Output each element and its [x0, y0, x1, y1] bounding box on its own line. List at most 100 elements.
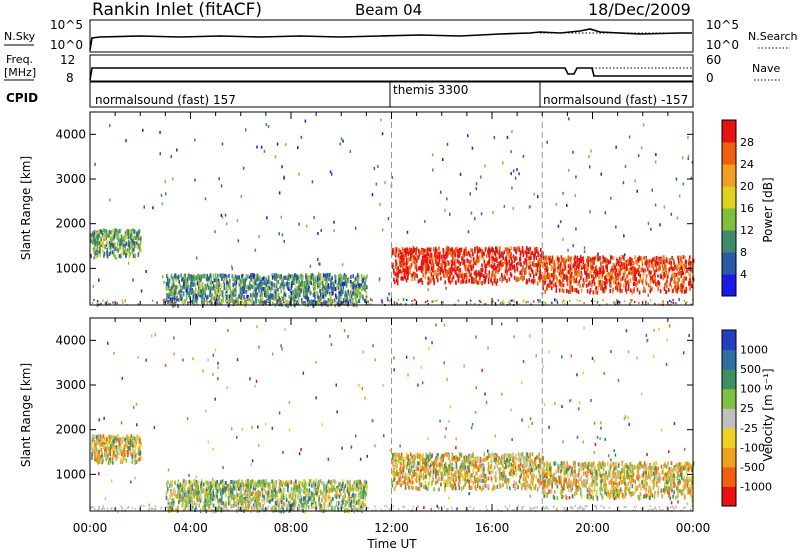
- power-echo-cell: [101, 230, 103, 235]
- power-echo-cell: [326, 281, 329, 286]
- vel-echo-cell: [310, 505, 313, 509]
- power-echo-cell: [492, 256, 495, 261]
- power-echo-cell: [468, 263, 471, 268]
- power-echo-cell: [430, 272, 433, 277]
- vel-echo-cell: [315, 478, 318, 483]
- power-echo-cell: [495, 246, 497, 251]
- power-ground-cell: [109, 303, 111, 306]
- power-echo-cell: [510, 262, 512, 267]
- vel-echo-cell: [97, 434, 99, 439]
- vel-echo-cell: [201, 479, 203, 484]
- power-echo-cell: [365, 295, 368, 300]
- power-echo-cell: [96, 231, 98, 236]
- power-echo-cell: [238, 294, 240, 299]
- vel-scatter-cell: [646, 494, 648, 497]
- power-echo-cell: [474, 246, 476, 251]
- power-echo-cell: [603, 258, 605, 263]
- power-echo-cell: [245, 274, 248, 279]
- vel-echo-cell: [247, 499, 249, 503]
- power-echo-cell: [582, 283, 584, 288]
- power-ground-cell: [105, 301, 108, 304]
- power-ground-cell: [297, 299, 300, 302]
- power-echo-cell: [423, 248, 426, 253]
- power-echo-cell: [596, 290, 599, 295]
- power-echo-cell: [649, 259, 651, 264]
- power-scatter-cell: [687, 157, 689, 160]
- vel-echo-cell: [118, 442, 121, 447]
- vel-scatter-cell: [250, 463, 253, 467]
- vel-echo-cell: [269, 482, 271, 486]
- power-echo-cell: [508, 277, 511, 282]
- power-echo-cell: [273, 273, 276, 278]
- vel-scatter-cell: [449, 405, 452, 409]
- power-echo-cell: [204, 285, 207, 290]
- power-scatter-cell: [427, 288, 429, 292]
- power-echo-cell: [536, 249, 538, 254]
- power-echo-cell: [528, 271, 530, 276]
- vel-echo-cell: [113, 445, 116, 450]
- vel-echo-cell: [188, 486, 190, 491]
- vel-echo-cell: [241, 494, 244, 499]
- power-echo-cell: [393, 268, 395, 273]
- power-scatter-cell: [317, 231, 319, 235]
- power-echo-cell: [665, 258, 668, 263]
- power-echo-cell: [564, 260, 566, 265]
- power-echo-cell: [590, 264, 592, 269]
- vel-echo-cell: [134, 438, 137, 443]
- power-echo-cell: [504, 276, 506, 281]
- power-echo-cell: [274, 291, 277, 296]
- power-scatter-cell: [94, 162, 96, 166]
- power-echo-cell: [290, 291, 293, 296]
- power-echo-cell: [210, 298, 213, 303]
- power-echo-cell: [132, 238, 134, 243]
- power-ground-cell: [278, 302, 280, 304]
- power-echo-cell: [232, 276, 234, 281]
- power-scatter-cell: [647, 221, 650, 225]
- power-echo-cell: [399, 250, 401, 254]
- cpid-strip: CPID normalsound (fast) 157 themis 3300 …: [6, 81, 694, 108]
- power-echo-cell: [110, 230, 113, 235]
- power-scatter-cell: [431, 153, 434, 157]
- power-echo-cell: [665, 290, 668, 294]
- power-ground-cell: [162, 299, 165, 302]
- power-echo-cell: [185, 288, 188, 293]
- power-scatter-cell: [271, 287, 273, 290]
- vel-echo-cell: [112, 441, 115, 446]
- power-echo-cell: [548, 272, 550, 277]
- power-echo-cell: [586, 258, 589, 263]
- power-echo-cell: [191, 283, 193, 288]
- vel-echo-cell: [238, 507, 240, 512]
- power-echo-cell: [99, 229, 102, 234]
- power-scatter-cell: [589, 165, 591, 169]
- power-echo-cell: [583, 268, 586, 273]
- vel-scatter-cell: [543, 403, 546, 407]
- power-scatter-cell: [161, 202, 164, 206]
- power-echo-cell: [586, 268, 588, 272]
- power-echo-cell: [645, 263, 648, 268]
- power-echo-cell: [414, 260, 416, 265]
- power-echo-cell: [364, 284, 367, 289]
- power-echo-cell: [206, 273, 209, 278]
- power-echo-cell: [131, 244, 134, 249]
- power-echo-cell: [413, 248, 416, 253]
- power-echo-cell: [176, 295, 178, 300]
- power-echo-cell: [321, 294, 323, 299]
- vel-scatter-cell: [666, 338, 668, 342]
- power-ground-cell: [613, 301, 615, 304]
- vel-echo-cell: [190, 507, 193, 512]
- power-echo-cell: [344, 295, 346, 300]
- power-echo-cell: [478, 281, 480, 286]
- power-echo-cell: [133, 244, 136, 249]
- power-echo-cell: [409, 251, 411, 256]
- power-echo-cell: [501, 275, 503, 280]
- power-echo-cell: [115, 228, 118, 233]
- vel-echo-cell: [90, 443, 93, 448]
- power-echo-cell: [400, 256, 403, 261]
- power-echo-cell: [236, 275, 239, 280]
- power-echo-cell: [515, 256, 518, 261]
- power-echo-cell: [291, 280, 293, 285]
- power-echo-cell: [672, 258, 675, 263]
- vel-scatter-cell: [481, 368, 483, 372]
- vel-echo-cell: [99, 446, 101, 451]
- power-echo-cell: [431, 259, 434, 264]
